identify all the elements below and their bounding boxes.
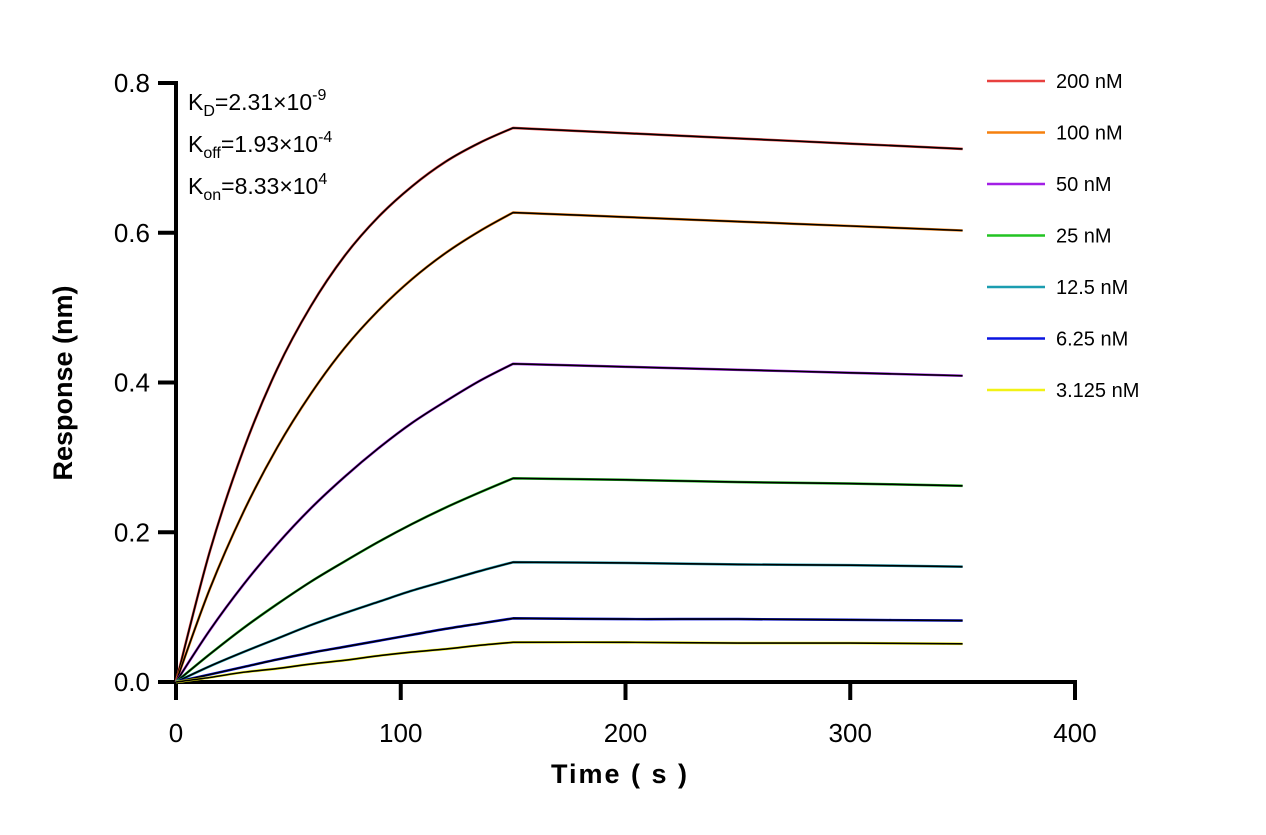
legend-item: 12.5 nM <box>987 277 1128 299</box>
annotation-line: KD=2.31×10-9 <box>188 87 326 120</box>
fit-line <box>175 211 963 683</box>
legend-label: 3.125 nM <box>1056 380 1139 402</box>
fit-line <box>175 561 963 683</box>
x-tick-label: 300 <box>829 718 872 748</box>
y-tick-label: 0.4 <box>114 368 150 398</box>
annotation-line: Koff=1.93×10-4 <box>188 129 332 162</box>
series-12-5nM <box>175 560 963 684</box>
fit-line <box>175 617 963 683</box>
legend: 200 nM 100 nM 50 nM 25 nM 12.5 nM 6.25 nM 3.12… <box>987 71 1139 402</box>
series-curves <box>174 126 963 684</box>
data-line <box>175 617 963 684</box>
series-100nM <box>174 211 963 683</box>
data-line <box>174 362 963 683</box>
legend-item: 6.25 nM <box>987 329 1128 351</box>
annotation-line: Kon=8.33×104 <box>188 171 327 204</box>
axes: 0 100 200 300 400 0.0 0.2 0.4 0.6 0.8 <box>114 68 1097 748</box>
data-line <box>174 126 963 683</box>
legend-item: 100 nM <box>987 123 1123 145</box>
legend-label: 25 nM <box>1056 226 1112 248</box>
series-50nM <box>174 362 963 683</box>
fit-line <box>175 127 963 683</box>
kinetics-annotation: KD=2.31×10-9 Koff=1.93×10-4 Kon=8.33×104 <box>188 87 332 204</box>
x-tick-label: 400 <box>1053 718 1096 748</box>
y-tick-label: 0.0 <box>114 667 150 697</box>
fit-line <box>175 641 963 683</box>
y-tick-label: 0.8 <box>114 68 150 98</box>
series-6-25nM <box>175 617 963 684</box>
legend-label: 200 nM <box>1056 71 1123 93</box>
data-line <box>175 477 963 684</box>
series-25nM <box>175 477 963 684</box>
x-tick-label: 200 <box>604 718 647 748</box>
y-tick-label: 0.2 <box>114 517 150 547</box>
x-tick-label: 0 <box>169 718 183 748</box>
data-line <box>174 211 963 683</box>
legend-label: 6.25 nM <box>1056 329 1128 351</box>
series-3-125nM <box>175 640 963 684</box>
legend-label: 100 nM <box>1056 123 1123 145</box>
legend-label: 12.5 nM <box>1056 277 1128 299</box>
legend-item: 3.125 nM <box>987 380 1139 402</box>
legend-label: 50 nM <box>1056 174 1112 196</box>
data-line <box>175 560 963 684</box>
x-tick-label: 100 <box>379 718 422 748</box>
legend-item: 50 nM <box>987 174 1112 196</box>
legend-item: 200 nM <box>987 71 1123 93</box>
data-line <box>175 640 963 684</box>
series-200nM <box>174 126 963 683</box>
fit-line <box>175 362 963 683</box>
fit-line <box>175 477 963 683</box>
y-tick-label: 0.6 <box>114 218 150 248</box>
legend-item: 25 nM <box>987 226 1112 248</box>
x-axis-label: Time ( s ) <box>551 759 689 789</box>
y-axis-label: Response (nm) <box>48 285 78 480</box>
